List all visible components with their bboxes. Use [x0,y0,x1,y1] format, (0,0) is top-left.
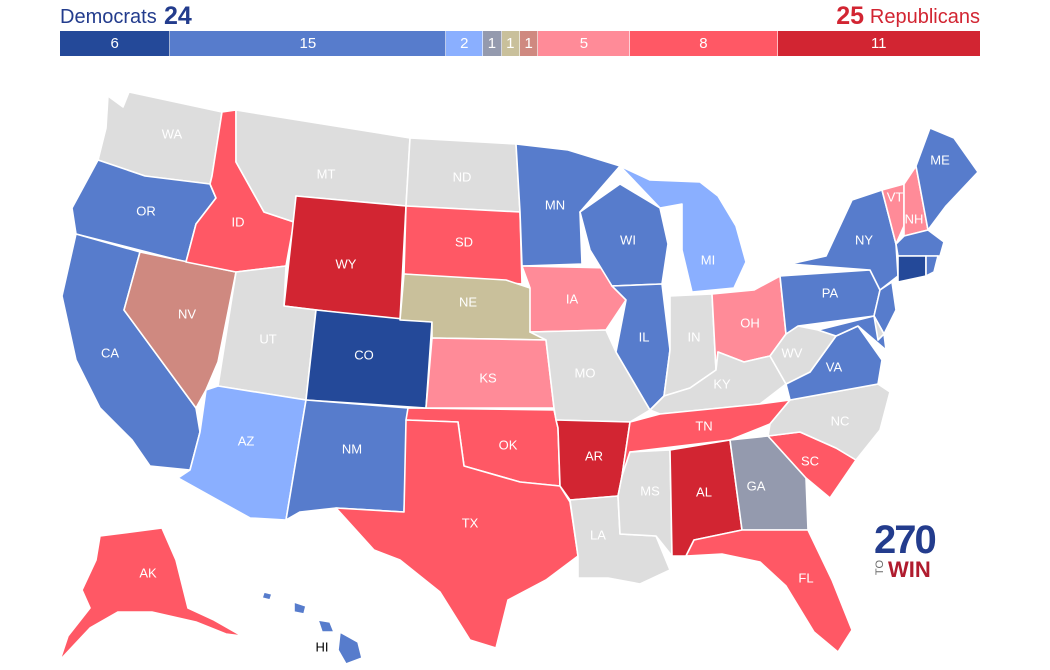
label-mi: MI [701,252,715,267]
label-ok: OK [499,437,518,452]
bar-segment: 5 [538,31,631,56]
state-ct[interactable] [897,255,927,283]
label-oh: OH [740,315,760,330]
state-me[interactable] [915,127,979,231]
state-hi-island[interactable] [293,601,307,615]
label-id: ID [232,214,245,229]
logo-win: WIN [888,557,931,582]
label-ks: KS [479,370,497,385]
state-hi-island[interactable] [337,631,363,665]
label-ny: NY [855,232,873,247]
state-fl[interactable] [685,529,853,653]
label-nd: ND [453,169,472,184]
us-map: WA OR CA NV ID MT WY UT AZ CO NM ND SD N… [59,91,979,665]
label-sc: SC [801,453,819,468]
label-or: OR [136,203,156,218]
label-va: VA [826,359,843,374]
label-la: LA [590,527,606,542]
democrats-label: Democrats [60,6,157,28]
republicans-count: 25 [836,2,864,30]
label-ak: AK [139,565,157,580]
state-sd[interactable] [403,205,523,285]
label-sd: SD [455,234,473,249]
bar-segment: 8 [630,31,778,56]
state-hi-island[interactable] [317,619,335,633]
state-mn[interactable] [515,143,621,267]
label-mt: MT [317,166,336,181]
logo-number: 270 [874,518,937,562]
bar-segment: 1 [501,31,520,56]
label-hi: HI [316,639,329,654]
bar-segment: 11 [777,31,980,56]
state-ak[interactable] [59,527,243,661]
state-de[interactable] [873,315,885,341]
label-pa: PA [822,285,839,300]
state-wi[interactable] [579,183,669,287]
label-nh: NH [905,211,924,226]
label-me: ME [930,152,950,167]
bar-segment: 1 [483,31,502,56]
label-nv: NV [178,306,196,321]
state-nm[interactable] [285,399,409,521]
label-fl: FL [798,570,813,585]
state-mi[interactable] [619,165,747,293]
rating-bar: 6 15 2 1 1 1 5 8 11 [60,31,980,56]
state-tx[interactable] [335,419,579,649]
state-nj[interactable] [873,281,897,335]
bar-segment: 15 [170,31,447,56]
label-ut: UT [259,331,276,346]
label-mn: MN [545,197,565,212]
label-ar: AR [585,448,603,463]
label-wy: WY [336,256,357,271]
label-ca: CA [101,345,119,360]
label-ga: GA [747,478,766,493]
label-vt: VT [887,189,904,204]
bar-segment: 6 [60,31,171,56]
label-ia: IA [566,291,579,306]
bar-segment: 2 [446,31,484,56]
label-wv: WV [782,345,803,360]
democrats-count: 24 [164,2,192,30]
label-ne: NE [459,294,477,309]
label-in: IN [688,329,701,344]
label-tn: TN [695,418,712,433]
tally-header: Democrats 24 25 Republicans [60,2,980,32]
republicans-label: Republicans [869,6,980,28]
label-co: CO [354,347,374,362]
state-ri[interactable] [925,255,939,277]
state-ms[interactable] [617,449,673,557]
bar-segment: 1 [519,31,539,56]
label-wa: WA [162,126,183,141]
label-nc: NC [831,413,850,428]
label-mo: MO [575,365,596,380]
label-wi: WI [620,232,636,247]
label-az: AZ [238,433,255,448]
label-nm: NM [342,441,362,456]
label-ky: KY [713,376,731,391]
label-tx: TX [462,515,479,530]
logo-to: TO [874,560,886,576]
270towin-logo[interactable]: 270 TO WIN [872,520,944,584]
label-il: IL [639,329,650,344]
label-al: AL [696,484,712,499]
state-hi-island[interactable] [261,591,273,601]
label-ms: MS [640,483,660,498]
